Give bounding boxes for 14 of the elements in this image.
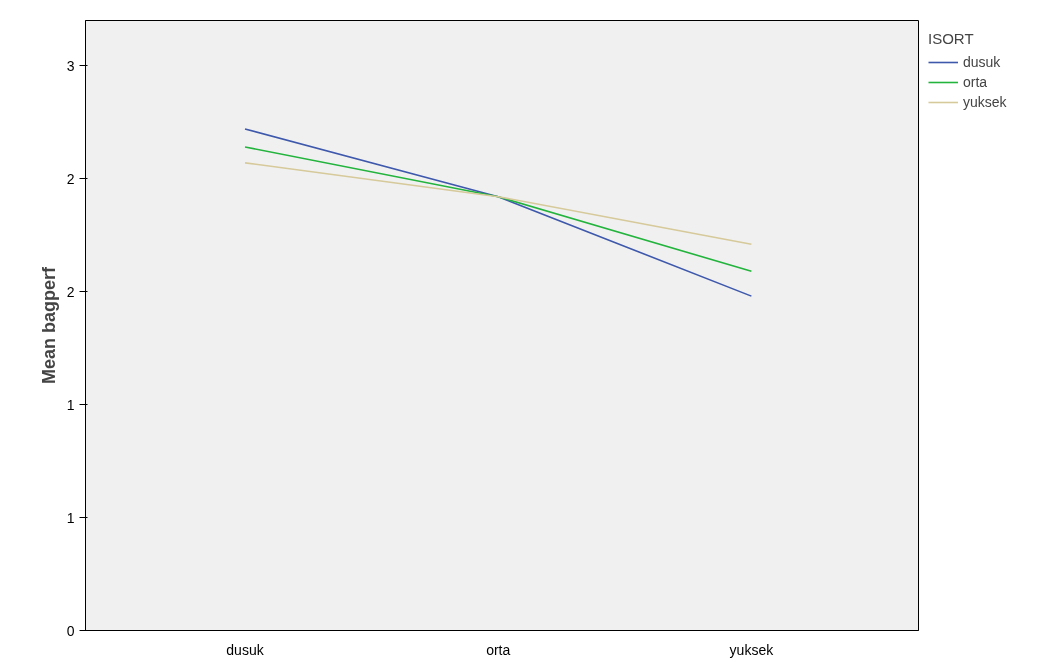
x-tick-label: orta — [486, 641, 511, 658]
y-axis-title: Mean bagperf — [38, 265, 59, 385]
y-tick-label: 2 — [66, 283, 75, 300]
legend-label: orta — [963, 74, 988, 90]
legend-title: ISORT — [928, 30, 975, 47]
legend-label: dusuk — [963, 54, 1001, 70]
y-tick-label: 1 — [66, 396, 75, 413]
y-tick-label: 3 — [66, 57, 75, 74]
y-tick-label: 2 — [66, 170, 75, 187]
legend-label: yuksek — [963, 94, 1007, 110]
y-tick-label: 1 — [66, 509, 75, 526]
x-tick-label: dusuk — [226, 641, 265, 658]
y-tick-label: 0 — [66, 622, 75, 639]
x-tick-label: yuksek — [729, 641, 775, 658]
